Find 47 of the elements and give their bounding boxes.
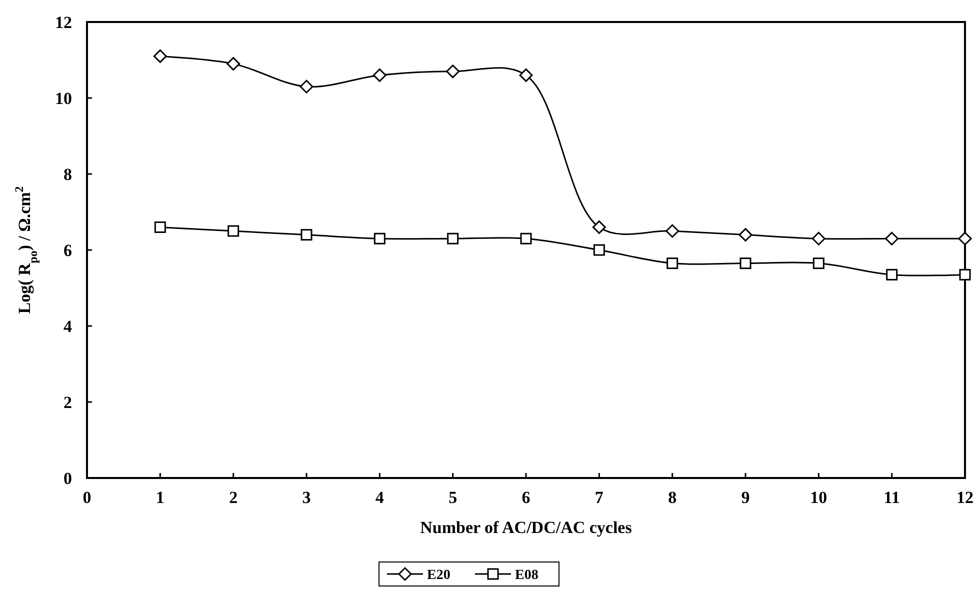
- point: [740, 258, 752, 270]
- x-tick-label: 11: [884, 488, 900, 507]
- point: [885, 232, 899, 246]
- point: [519, 68, 533, 82]
- x-tick-label: 12: [956, 488, 974, 507]
- x-tick-label: 6: [522, 488, 530, 507]
- x-tick-label: 9: [741, 488, 750, 507]
- point: [226, 57, 240, 71]
- x-axis-title: Number of AC/DC/AC cycles: [420, 518, 632, 537]
- point: [372, 68, 386, 82]
- x-tick-label: 8: [668, 488, 677, 507]
- x-tick-label: 2: [229, 488, 238, 507]
- y-tick-label: 2: [64, 392, 72, 412]
- point: [153, 49, 167, 63]
- point: [812, 232, 826, 246]
- y-tick-label: 0: [64, 468, 72, 488]
- point: [447, 232, 459, 244]
- point: [959, 268, 971, 280]
- point: [738, 228, 752, 242]
- point: [666, 224, 680, 238]
- point: [592, 220, 606, 234]
- point: [593, 244, 605, 256]
- point: [958, 232, 972, 246]
- point: [666, 258, 678, 270]
- y-tick-label: 4: [64, 316, 72, 336]
- point: [154, 221, 166, 233]
- x-tick-label: 10: [810, 488, 828, 507]
- point: [374, 232, 386, 244]
- y-tick-label: 6: [64, 240, 72, 260]
- point: [300, 229, 312, 241]
- y-tick-label: 8: [64, 164, 72, 184]
- point: [228, 225, 240, 237]
- x-tick-label: 4: [375, 488, 384, 507]
- point: [886, 268, 898, 280]
- point: [446, 64, 460, 78]
- point: [300, 80, 314, 94]
- point: [812, 258, 824, 270]
- x-tick-label: 3: [302, 488, 311, 507]
- x-tick-label: 0: [82, 488, 92, 507]
- x-tick-label: 5: [448, 488, 458, 507]
- y-tick-label: 10: [55, 88, 72, 108]
- legend-label: E20: [427, 568, 450, 583]
- legend-label: E08: [515, 568, 538, 583]
- y-tick-label: 12: [55, 12, 72, 32]
- x-tick-label: 1: [156, 488, 164, 507]
- x-tick-label: 7: [594, 488, 604, 507]
- point: [520, 232, 532, 244]
